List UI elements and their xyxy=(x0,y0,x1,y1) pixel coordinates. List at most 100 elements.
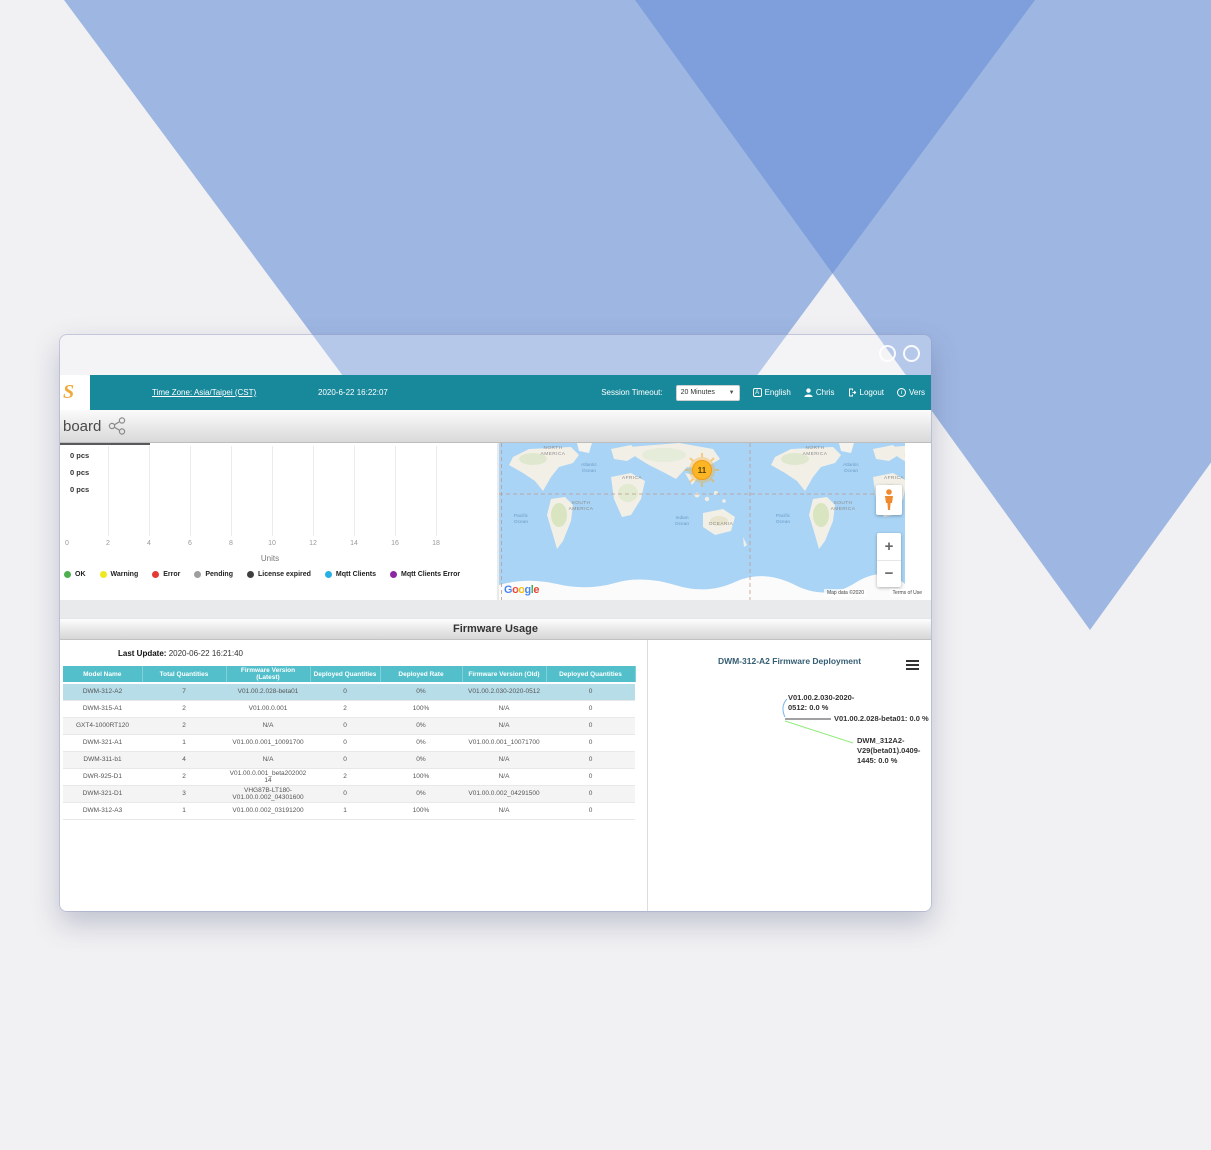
legend-label: Error xyxy=(163,571,181,578)
chart-legend: OK Warning Error Pending License expired Mqtt… xyxy=(64,571,460,578)
map-cluster-marker[interactable]: 11 xyxy=(685,453,719,487)
column-header: Deployed Quantities xyxy=(310,666,381,684)
gridline xyxy=(354,446,355,536)
legend-label: Mqtt Clients Error xyxy=(400,571,461,578)
table-row[interactable]: DWM-321-D1 3 VHG87B-LT180-V01.00.0.002_043… xyxy=(63,785,635,803)
column-header: Total Quantities xyxy=(142,666,227,684)
google-logo-letter: o xyxy=(518,584,525,596)
table-cell: 0 xyxy=(310,683,380,701)
x-tick-label: 14 xyxy=(350,540,358,547)
google-logo-letter: l xyxy=(530,584,534,596)
table-cell: 0 xyxy=(310,717,380,735)
table-cell: DWR-925-D1 xyxy=(63,768,142,786)
table-cell: 2 xyxy=(310,700,380,718)
map-region-label: Atlantic Ocean xyxy=(581,462,597,474)
legend-dot xyxy=(324,571,332,578)
map-region-label: SOUTH AMERICA xyxy=(831,500,856,512)
user-menu[interactable]: Chris xyxy=(804,388,835,397)
legend-item[interactable]: Warning xyxy=(99,571,138,578)
window-control-circle[interactable] xyxy=(879,345,896,362)
language-button[interactable]: A English xyxy=(752,388,791,397)
deployment-chart-title: DWM-312-A2 Firmware Deployment xyxy=(717,656,862,666)
legend-label: Mqtt Clients xyxy=(335,571,376,578)
map-region-label: NORTH AMERICA xyxy=(803,445,828,457)
session-timeout-value: 20 Minutes xyxy=(680,389,715,396)
table-cell: 0 xyxy=(546,717,635,735)
table-cell: 0% xyxy=(380,717,462,735)
share-nodes-icon[interactable] xyxy=(108,417,126,435)
table-cell: DWM-321-A1 xyxy=(63,734,142,752)
firmware-deployment-panel: DWM-312-A2 Firmware Deployment V01.00.2.… xyxy=(647,640,931,911)
legend-item[interactable]: Mqtt Clients Error xyxy=(389,571,461,578)
table-cell: 3 xyxy=(142,785,226,803)
device-map[interactable]: NORTH AMERICA Atlantic Ocean AFRICA SOUTH AMER… xyxy=(499,443,931,600)
table-row[interactable]: DWM-315-A1 2 V01.00.0.001 2 100% N/A 0 xyxy=(63,700,635,718)
table-row[interactable]: DWM-312-A3 1 V01.00.0.002_03191200 1 100% N/A… xyxy=(63,802,635,820)
terms-of-use-link[interactable]: Terms of Use xyxy=(889,589,925,597)
chevron-down-icon: ▼ xyxy=(728,389,735,396)
tab-dashboard[interactable]: board xyxy=(63,417,102,435)
map-labels: NORTH AMERICA Atlantic Ocean AFRICA SOUTH AMER… xyxy=(514,445,904,527)
x-tick-label: 4 xyxy=(147,540,151,547)
legend-item[interactable]: Mqtt Clients xyxy=(324,571,376,578)
table-cell: V01.00.0.001_10071700 xyxy=(462,734,546,752)
google-logo-letter: o xyxy=(512,584,519,596)
table-row[interactable]: GXT4-1000RT120 2 N/A 0 0% N/A 0 xyxy=(63,717,635,735)
version-button[interactable]: i Vers xyxy=(896,388,925,397)
legend-item[interactable]: OK xyxy=(64,571,86,578)
legend-item[interactable]: Error xyxy=(152,571,180,578)
table-cell: 100% xyxy=(380,802,462,820)
table-row[interactable]: DWR-925-D1 2 V01.00.0.001_beta20200214 2 100… xyxy=(63,768,635,786)
zoom-in-button[interactable]: + xyxy=(877,533,901,561)
deployment-pie-chart xyxy=(782,698,854,744)
info-icon: i xyxy=(896,388,906,397)
legend-item[interactable]: License expired xyxy=(247,571,311,578)
gridline xyxy=(313,446,314,536)
google-logo-letter: g xyxy=(524,584,532,596)
legend-dot xyxy=(247,571,254,578)
table-cell: 0 xyxy=(310,734,380,752)
table-cell: 0 xyxy=(546,700,635,718)
gridline xyxy=(190,446,191,536)
timezone-link[interactable]: Time Zone: Asia/Taipei (CST) xyxy=(152,388,257,397)
table-cell: 100% xyxy=(380,700,462,718)
table-cell: 1 xyxy=(142,734,226,752)
table-cell: 0 xyxy=(546,734,635,752)
window-titlebar xyxy=(60,335,931,375)
session-timeout-select[interactable]: 20 Minutes ▼ xyxy=(675,384,740,401)
legend-label: Pending xyxy=(205,571,233,578)
table-cell: DWM-315-A1 xyxy=(63,700,142,718)
firmware-table: Model Name Total Quantities Firmware Versi… xyxy=(63,666,636,820)
app-logo: S xyxy=(60,375,90,410)
table-cell: 0 xyxy=(546,683,635,701)
google-logo[interactable]: Google xyxy=(504,584,539,596)
table-row[interactable]: DWM-312-A2 7 V01.00.2.028-beta01 0 0% V01.00.… xyxy=(63,683,635,701)
table-cell: V01.00.2.030-2020-0512 xyxy=(462,683,546,701)
bar-value-label: 0 pcs xyxy=(70,468,90,477)
logout-button[interactable]: Logout xyxy=(848,388,884,397)
page-toolbar: board xyxy=(60,410,931,443)
x-tick-label: 18 xyxy=(432,540,440,547)
legend-label: License expired xyxy=(258,571,311,578)
world-map[interactable]: NORTH AMERICA Atlantic Ocean AFRICA SOUTH AMER… xyxy=(499,443,905,600)
zoom-out-button[interactable]: − xyxy=(884,565,894,583)
chart-menu-icon[interactable] xyxy=(906,660,919,672)
app-header: S Time Zone: Asia/Taipei (CST) 2020-6-22… xyxy=(60,375,931,410)
table-cell: 2 xyxy=(310,768,380,786)
legend-dot xyxy=(152,571,160,578)
x-tick-label: 8 xyxy=(229,540,233,547)
table-cell: DWM-311-b1 xyxy=(63,751,142,769)
firmware-table-panel: Last Update: 2020-06-22 16:21:40 Model N… xyxy=(60,640,647,911)
pegman-control[interactable] xyxy=(876,485,902,515)
window-control-circle[interactable] xyxy=(903,345,920,362)
legend-dot xyxy=(389,571,397,578)
map-region-label: Pacific Ocean xyxy=(514,513,529,525)
table-row[interactable]: DWM-311-b1 4 N/A 0 0% N/A 0 xyxy=(63,751,635,769)
table-cell: DWM-312-A3 xyxy=(63,802,142,820)
map-region-label: Indian Ocean xyxy=(675,515,689,527)
current-datetime: 2020-6-22 16:22:07 xyxy=(318,388,388,397)
window-body: S Time Zone: Asia/Taipei (CST) 2020-6-22… xyxy=(60,375,931,911)
legend-item[interactable]: Pending xyxy=(194,571,233,578)
table-row[interactable]: DWM-321-A1 1 V01.00.0.001_10091700 0 0% V01.0… xyxy=(63,734,635,752)
